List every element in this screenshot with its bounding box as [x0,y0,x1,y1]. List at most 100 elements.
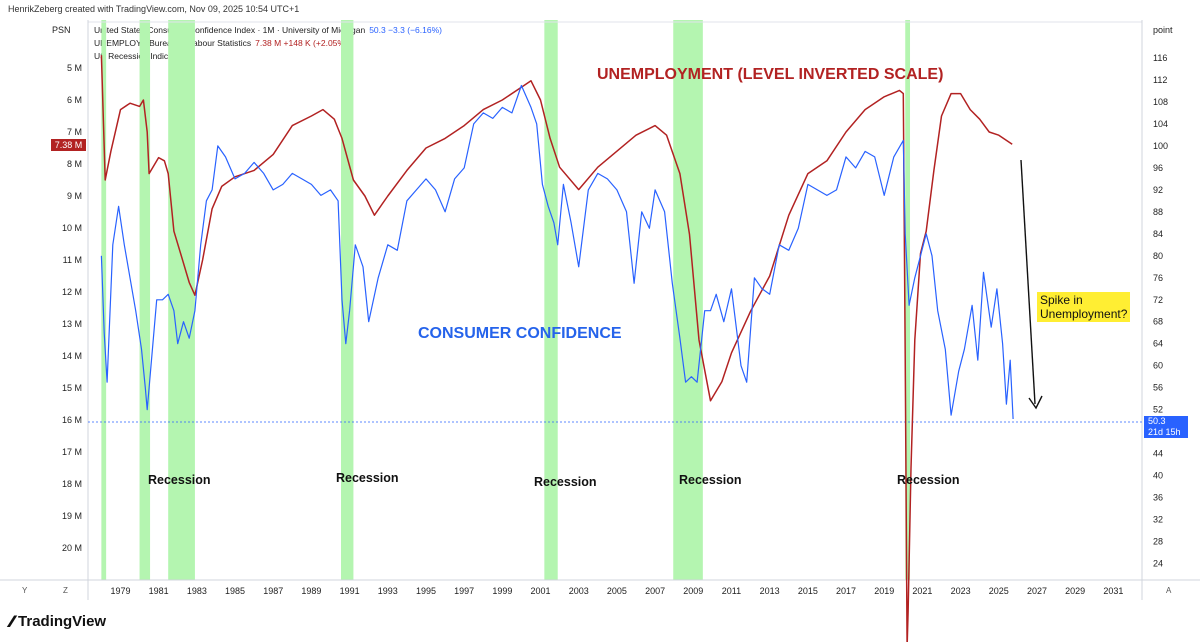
x-tick-2031: 2031 [1103,586,1123,596]
recession-band-1 [101,20,107,580]
spike-annotation: Spike in Unemployment? [1037,292,1131,322]
right-tick-108: 108 [1153,97,1168,107]
legend-consumer-name: United States Consumer Confidence Index … [94,25,366,35]
left-tick-11: 11 M [63,255,82,265]
right-tick-100: 100 [1153,141,1168,151]
right-tick-44: 44 [1153,449,1163,459]
right-tick-84: 84 [1153,229,1163,239]
plot-frame [87,21,1143,581]
consumer-value-badge-countdown: 21d 15h [1148,427,1181,437]
left-tick-20: 20 M [62,543,82,553]
left-tick-15: 15 M [62,383,82,393]
x-tick-1995: 1995 [416,586,436,596]
left-tick-9: 9 M [67,191,82,201]
x-tick-2005: 2005 [607,586,627,596]
right-tick-24: 24 [1153,559,1163,569]
left-tick-6: 6 M [67,95,82,105]
x-tick-2015: 2015 [798,586,818,596]
right-tick-88: 88 [1153,207,1163,217]
left-tick-10: 10 M [62,223,82,233]
recession-label-1980: Recession [148,473,211,487]
x-tick-2021: 2021 [912,586,932,596]
recession-label-1990: Recession [336,471,399,485]
x-tick-2009: 2009 [683,586,703,596]
left-tick-12: 12 M [62,287,82,297]
right-tick-112: 112 [1153,75,1167,85]
recession-band-2 [139,20,151,580]
x-tick-1989: 1989 [301,586,321,596]
trend-arrow-head [1028,395,1043,410]
right-tick-36: 36 [1153,493,1163,503]
recession-label-2008: Recession [679,473,742,487]
right-tick-32: 32 [1153,515,1163,525]
x-tick-1987: 1987 [263,586,283,596]
recession-band-5 [544,20,558,580]
left-tick-7: 7 M [67,127,82,137]
right-tick-56: 56 [1153,383,1163,393]
x-tick-1993: 1993 [378,586,398,596]
corner-y[interactable]: Y [22,586,28,595]
x-tick-2011: 2011 [722,586,741,596]
legend-unemployment-value: 7.38 M +148 K (+2.05%) [255,38,348,48]
corner-z[interactable]: Z [63,586,68,595]
x-tick-1979: 1979 [110,586,130,596]
x-tick-1997: 1997 [454,586,474,596]
right-tick-104: 104 [1153,119,1168,129]
chart-credit: HenrikZeberg created with TradingView.co… [8,4,300,14]
right-tick-40: 40 [1153,471,1163,481]
spike-line-2: Unemployment? [1040,307,1128,321]
right-tick-68: 68 [1153,317,1163,327]
left-tick-8: 8 M [67,159,82,169]
legend-consumer[interactable]: United States Consumer Confidence Index … [94,24,442,37]
tradingview-logo[interactable]: ⁄⁄⁄ TradingView [10,612,106,631]
tradingview-logo-text: TradingView [18,613,107,630]
corner-a[interactable]: A [1166,586,1172,595]
legend-recession-name: US Recession Indicator [94,51,183,61]
left-scale-label: PSN [52,25,71,35]
x-tick-1985: 1985 [225,586,245,596]
left-tick-14: 14 M [62,351,82,361]
unemployment-value-badge: 7.38 M [51,139,86,151]
recession-band-3 [168,20,195,580]
recession-label-2001: Recession [534,475,597,489]
right-tick-92: 92 [1153,185,1163,195]
x-tick-1999: 1999 [492,586,512,596]
spike-line-1: Spike in [1040,293,1083,307]
right-tick-76: 76 [1153,273,1163,283]
right-scale-label: point [1153,25,1173,35]
legend-consumer-value: 50.3 −3.3 (−6.16%) [369,25,442,35]
x-tick-2025: 2025 [989,586,1009,596]
right-tick-96: 96 [1153,163,1163,173]
right-tick-52: 52 [1153,405,1163,415]
x-tick-2023: 2023 [951,586,971,596]
left-tick-17: 17 M [62,447,82,457]
consumer-value-badge-value: 50.3 [1148,416,1166,426]
legend-recession[interactable]: US Recession Indicator [94,50,442,63]
tradingview-logo-icon: ⁄⁄⁄ [10,612,14,631]
recession-band-7 [905,20,911,580]
left-tick-13: 13 M [62,319,82,329]
x-tick-2007: 2007 [645,586,665,596]
right-tick-72: 72 [1153,295,1163,305]
right-tick-28: 28 [1153,537,1163,547]
x-tick-2003: 2003 [569,586,589,596]
consumer-value-badge: 50.3 21d 15h [1144,416,1188,438]
left-tick-19: 19 M [62,511,82,521]
consumer-confidence-line [100,84,1014,420]
recession-band-4 [340,20,354,580]
x-tick-2019: 2019 [874,586,894,596]
x-tick-2001: 2001 [531,586,551,596]
x-tick-1983: 1983 [187,586,207,596]
right-tick-64: 64 [1153,339,1163,349]
recession-band-6 [673,20,703,580]
x-tick-2013: 2013 [760,586,780,596]
x-tick-1991: 1991 [340,586,360,596]
left-tick-5: 5 M [67,63,82,73]
unemployment-title: UNEMPLOYMENT (LEVEL INVERTED SCALE) [597,66,944,83]
recession-label-2020: Recession [897,473,960,487]
x-tick-2029: 2029 [1065,586,1085,596]
unemployment-line [100,55,1013,642]
x-tick-2027: 2027 [1027,586,1047,596]
right-tick-80: 80 [1153,251,1163,261]
